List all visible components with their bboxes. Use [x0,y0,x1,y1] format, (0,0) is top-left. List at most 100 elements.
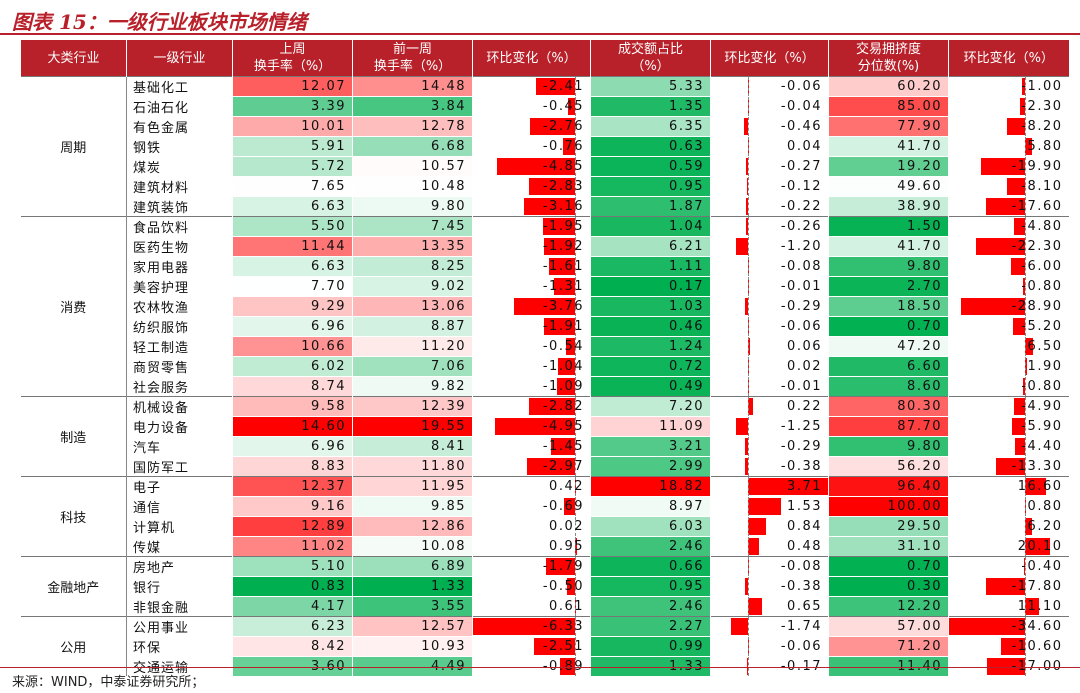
industry-name: 公用事业 [126,616,233,637]
crowding-change-value: -17.60 [1011,199,1063,214]
turnover-prev-week-cell: 9.02 [352,276,473,297]
volume-share-cell: 6.21 [590,236,711,257]
turnover-change-cell: -3.76 [472,296,591,317]
column-header-line: 环比变化（%） [724,50,815,66]
crowding-percentile-cell: 29.50 [828,516,949,537]
zero-axis-line [1024,197,1026,216]
crowding-change-cell: -4.40 [948,436,1069,457]
zero-axis-line [748,497,750,516]
turnover-change-bar [534,638,575,655]
turnover-change-value: -1.31 [542,279,584,294]
turnover-last-week-cell: 3.60 [232,656,353,676]
industry-name: 通信 [126,496,233,517]
turnover-prev-week-cell: 12.78 [352,116,473,137]
volume-share-change-value: -0.29 [780,299,822,314]
column-header-line: 大类行业 [47,50,100,66]
volume-share-change-cell: -0.01 [710,276,829,297]
turnover-change-cell: -0.76 [472,136,591,157]
crowding-change-cell: -19.90 [948,156,1069,177]
zero-axis-line [574,377,576,396]
turnover-change-value: -3.76 [542,299,584,314]
industry-name: 石油石化 [126,96,233,117]
turnover-prev-week-cell: 9.80 [352,196,473,217]
volume-share-change-cell: -0.06 [710,76,829,97]
volume-share-change-value: -0.06 [780,79,822,94]
column-header-line: 换手率（%） [373,59,452,74]
crowding-percentile-cell: 8.60 [828,376,949,397]
volume-share-change-cell: -0.04 [710,96,829,117]
turnover-prev-week-cell: 4.49 [352,656,473,676]
volume-share-change-cell: 0.04 [710,136,829,157]
volume-share-change-value: -0.26 [780,219,822,234]
crowding-change-bar [1023,558,1025,575]
turnover-change-bar [567,98,575,115]
turnover-change-cell: 0.95 [472,536,591,557]
volume-share-change-bar [748,478,828,495]
volume-share-change-bar [745,298,749,315]
volume-share-change-bar [748,518,767,535]
table-row: 建筑装饰 6.63 9.80 -3.16 1.87 -0.22 38.90 -17.60 [21,196,1069,217]
turnover-last-week-cell: 7.70 [232,276,353,297]
turnover-change-cell: -2.51 [472,636,591,657]
turnover-prev-week-cell: 3.55 [352,596,473,617]
column-header: 一级行业 [126,40,233,77]
crowding-change-cell: -10.60 [948,636,1069,657]
zero-axis-line [574,457,576,476]
turnover-last-week-cell: 6.02 [232,356,353,377]
zero-axis-line [574,657,576,676]
volume-share-change-value: 1.53 [787,499,822,514]
volume-share-change-cell: -0.17 [710,656,829,676]
crowding-percentile-cell: 85.00 [828,96,949,117]
volume-share-change-value: -0.12 [780,179,822,194]
zero-axis-line [1024,657,1026,676]
turnover-change-value: -0.89 [542,659,584,674]
turnover-change-cell: -0.89 [472,656,591,676]
zero-axis-line [574,137,576,156]
zero-axis-line [748,457,750,476]
turnover-prev-week-cell: 8.41 [352,436,473,457]
volume-share-cell: 7.20 [590,396,711,417]
crowding-percentile-cell: 47.20 [828,336,949,357]
volume-share-change-cell: -0.46 [710,116,829,137]
column-header: 交易拥挤度 分位数(%) [828,40,949,77]
volume-share-change-value: -0.06 [780,319,822,334]
zero-axis-line [574,417,576,436]
turnover-change-bar [558,358,575,375]
table-row: 通信 9.16 9.85 -0.69 8.97 1.53 100.00 0.80 [21,496,1069,517]
turnover-prev-week-cell: 13.06 [352,296,473,317]
zero-axis-line [1024,157,1026,176]
turnover-last-week-cell: 12.37 [232,476,353,497]
turnover-prev-week-cell: 9.82 [352,376,473,397]
table-body: 周期 基础化工 12.07 14.48 -2.41 5.33 -0.06 60.20 -1.00… [20,76,1069,676]
crowding-change-cell: -8.20 [948,116,1069,137]
industry-name: 农林牧渔 [126,296,233,317]
turnover-change-value: 0.42 [549,479,584,494]
table-row: 环保 8.42 10.93 -2.51 0.99 -0.06 71.20 -10.60 [21,636,1069,657]
turnover-last-week-cell: 3.39 [232,96,353,117]
volume-share-change-bar [745,438,749,455]
crowding-change-cell: -13.30 [948,456,1069,477]
zero-axis-line [1024,257,1026,276]
turnover-change-bar [574,538,577,555]
turnover-last-week-cell: 9.58 [232,396,353,417]
table-row: 有色金属 10.01 12.78 -2.76 6.35 -0.46 77.90 -8.20 [21,116,1069,137]
crowding-change-cell: 5.80 [948,136,1069,157]
turnover-change-value: -4.95 [542,419,584,434]
zero-axis-line [748,237,750,256]
source-note: 来源：WIND，中泰证券研究所； [12,675,205,690]
crowding-change-value: -17.80 [1011,579,1063,594]
volume-share-change-bar [745,158,749,175]
volume-share-change-cell: -1.74 [710,616,829,637]
turnover-prev-week-cell: 19.55 [352,416,473,437]
zero-axis-line [1024,617,1026,636]
zero-axis-line [748,397,750,416]
crowding-change-value: -8.20 [1021,119,1063,134]
zero-axis-line [574,477,576,496]
turnover-last-week-cell: 5.50 [232,216,353,237]
table-row: 纺织服饰 6.96 8.87 -1.91 0.46 -0.06 0.70 -5.20 [21,316,1069,337]
zero-axis-line [574,77,576,96]
volume-share-change-value: 0.84 [787,519,822,534]
crowding-change-bar [1014,218,1025,235]
volume-share-change-bar [748,398,754,415]
crowding-change-value: -28.90 [1011,299,1063,314]
